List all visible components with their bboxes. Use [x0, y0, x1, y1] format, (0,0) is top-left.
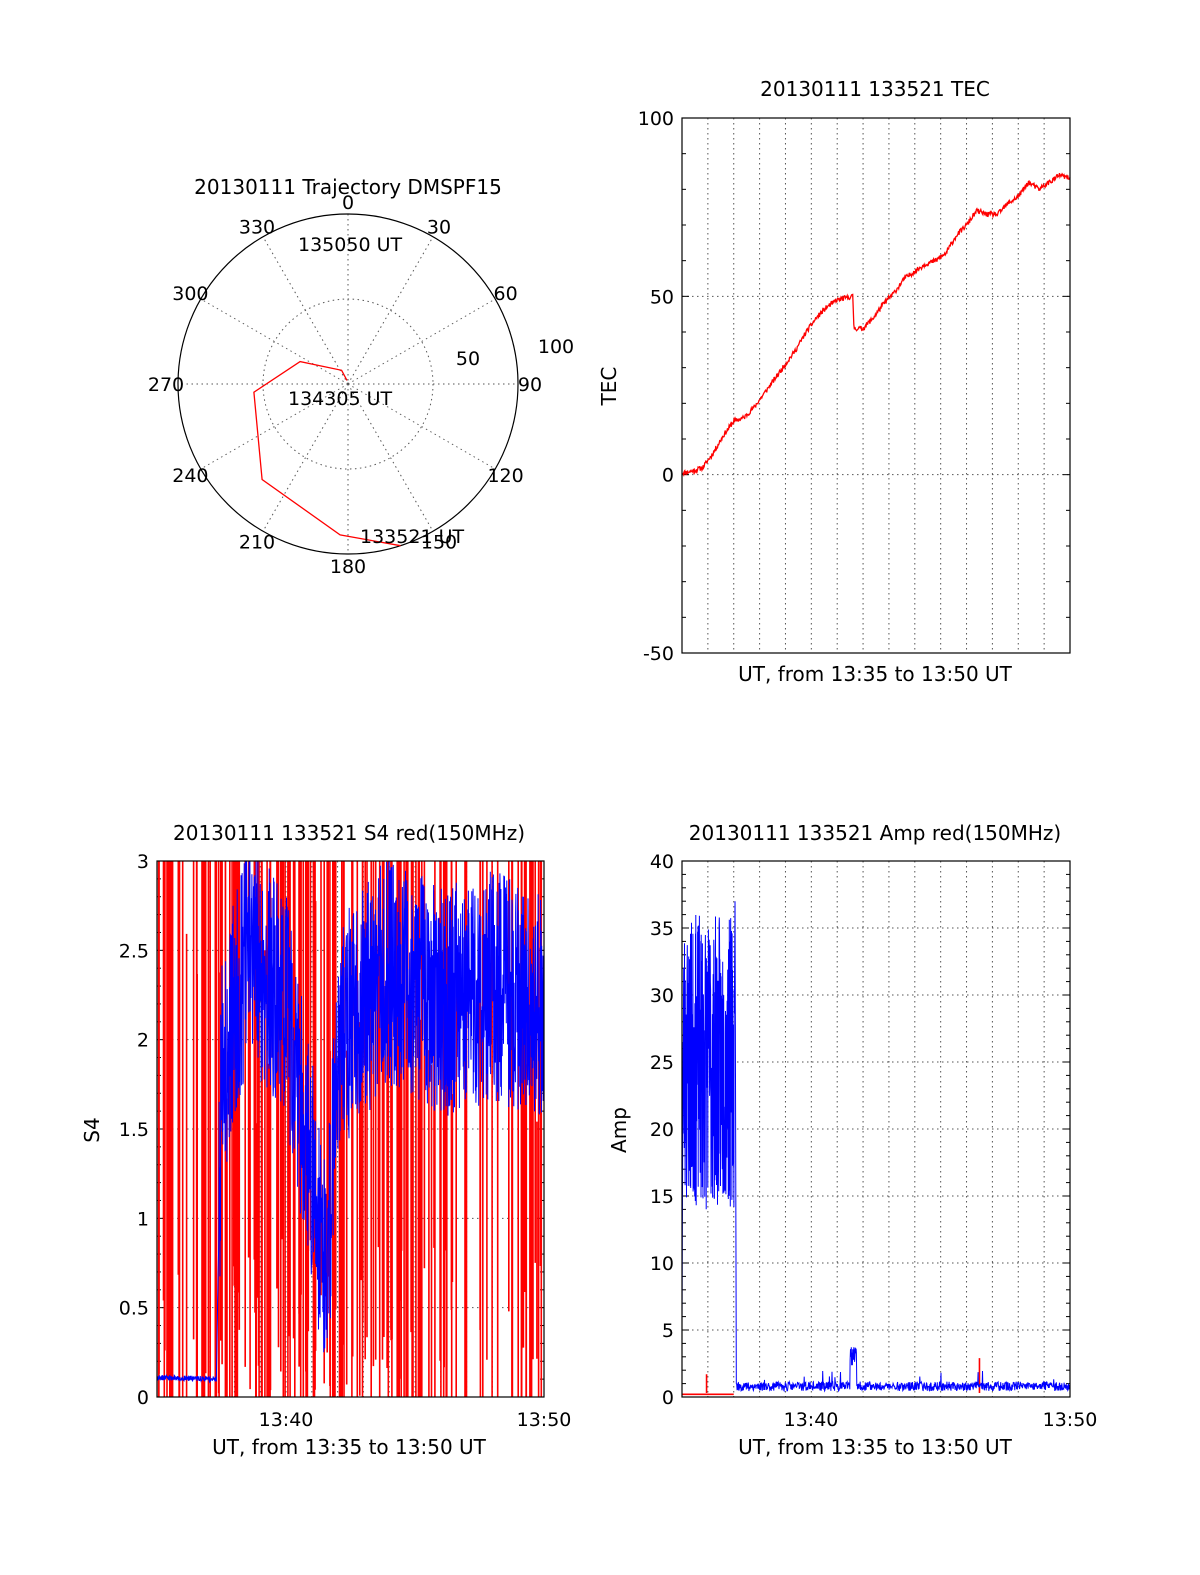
polar-spoke-120 — [347, 383, 496, 470]
s4-plot-frame — [156, 860, 545, 1398]
s4-x-tick-1350: 13:50 — [517, 1409, 572, 1431]
polar-angle-label: 0 — [342, 192, 354, 214]
s4-y-tick-labels: 0 0.5 1 1.5 2 2.5 3 — [119, 851, 149, 1409]
amp-title: 20130111 133521 Amp red(150MHz) — [689, 821, 1061, 845]
y-tick-label: 1.5 — [119, 1119, 149, 1141]
tec-title: 20130111 133521 TEC — [760, 77, 990, 101]
polar-angle-label: 300 — [172, 283, 208, 305]
y-tick-label: 5 — [662, 1320, 674, 1342]
tec-y-axis-label: TEC — [597, 367, 621, 407]
polar-spoke-210 — [262, 383, 349, 532]
amp-y-tick-labels: 0 5 10 15 20 25 30 35 40 — [650, 851, 674, 1409]
polar-spoke-240 — [200, 383, 349, 470]
y-tick-label: 0 — [662, 465, 674, 487]
y-tick-label: 10 — [650, 1253, 674, 1275]
amp-blue-series-line — [681, 901, 1071, 1393]
tec-grid — [682, 117, 1070, 654]
s4-x-tick-1340: 13:40 — [259, 1409, 314, 1431]
s4-title: 20130111 133521 S4 red(150MHz) — [173, 821, 525, 845]
y-tick-label: 25 — [650, 1052, 674, 1074]
y-tick-label: -50 — [643, 643, 674, 665]
radial-label-100: 100 — [538, 336, 574, 358]
polar-angle-label: 210 — [239, 532, 275, 554]
trajectory-track-line — [253, 360, 401, 547]
polar-angle-label: 270 — [148, 374, 184, 396]
y-tick-label: 2 — [137, 1030, 149, 1052]
y-tick-label: 3 — [137, 851, 149, 873]
trajectory-end-label: 135050 UT — [298, 234, 402, 256]
y-tick-label: 0 — [662, 1387, 674, 1409]
trajectory-title: 20130111 Trajectory DMSPF15 — [194, 175, 502, 199]
y-tick-label: 0 — [137, 1387, 149, 1409]
polar-spoke-150 — [347, 383, 434, 532]
y-tick-label: 1 — [137, 1208, 149, 1230]
polar-angle-label: 30 — [427, 216, 451, 238]
s4-red-series-line — [157, 861, 543, 1397]
trajectory-polar-chart: 20130111 Trajectory DMSPF15 0 30 60 90 120 15… — [148, 175, 574, 578]
y-tick-label: 35 — [650, 918, 674, 940]
polar-angle-label: 150 — [421, 532, 457, 554]
radial-label-50: 50 — [456, 348, 480, 370]
tec-y-tick-labels: -50 0 50 100 — [638, 108, 674, 665]
s4-y-axis-label: S4 — [80, 1117, 104, 1142]
tec-chart: 20130111 133521 TEC -50 0 50 100 UT, from 1… — [597, 77, 1071, 686]
y-tick-label: 40 — [650, 851, 674, 873]
y-tick-label: 50 — [650, 286, 674, 308]
polar-angle-label: 60 — [494, 283, 518, 305]
s4-red-series — [157, 861, 543, 1397]
y-tick-label: 2.5 — [119, 940, 149, 962]
polar-spoke-300 — [200, 298, 349, 385]
polar-angle-label: 90 — [518, 374, 542, 396]
polar-angle-label: 120 — [487, 465, 523, 487]
polar-outer-ring — [177, 213, 519, 555]
y-tick-label: 30 — [650, 985, 674, 1007]
y-tick-label: 0.5 — [119, 1298, 149, 1320]
polar-angle-label: 240 — [172, 465, 208, 487]
polar-angle-label: 180 — [330, 556, 366, 578]
tec-plot-frame — [681, 117, 1071, 654]
amp-series — [681, 901, 1071, 1396]
s4-blue-series-line — [156, 860, 545, 1384]
amp-y-axis-label: Amp — [607, 1107, 631, 1153]
polar-spoke-330 — [262, 236, 349, 385]
polar-angle-labels: 0 30 60 90 120 150 180 210 240 270 300 330 — [148, 192, 542, 578]
polar-spoke-60 — [347, 298, 496, 385]
trajectory-mid-label: 134305 UT — [288, 388, 392, 410]
tec-series-line — [681, 172, 1071, 477]
amp-x-tick-1350: 13:50 — [1043, 1409, 1098, 1431]
y-tick-label: 100 — [638, 108, 674, 130]
polar-angle-label: 330 — [239, 216, 275, 238]
trajectory-start-label: 133521 UT — [360, 526, 464, 548]
y-tick-label: 20 — [650, 1119, 674, 1141]
amp-chart: 20130111 133521 Amp red(150MHz) 0 5 10 15 20… — [607, 821, 1097, 1459]
amp-x-axis-label: UT, from 13:35 to 13:50 UT — [738, 1435, 1013, 1459]
polar-spoke-30 — [347, 236, 434, 385]
s4-chart: 20130111 133521 S4 red(150MHz) 0 0.5 1 1.5 2… — [80, 821, 571, 1459]
polar-grid — [178, 214, 518, 554]
amp-plot-frame — [681, 860, 1071, 1398]
amp-grid — [682, 860, 1070, 1398]
s4-x-axis-label: UT, from 13:35 to 13:50 UT — [212, 1435, 487, 1459]
tec-x-axis-label: UT, from 13:35 to 13:50 UT — [738, 662, 1013, 686]
y-tick-label: 15 — [650, 1186, 674, 1208]
amp-x-tick-1340: 13:40 — [784, 1409, 839, 1431]
